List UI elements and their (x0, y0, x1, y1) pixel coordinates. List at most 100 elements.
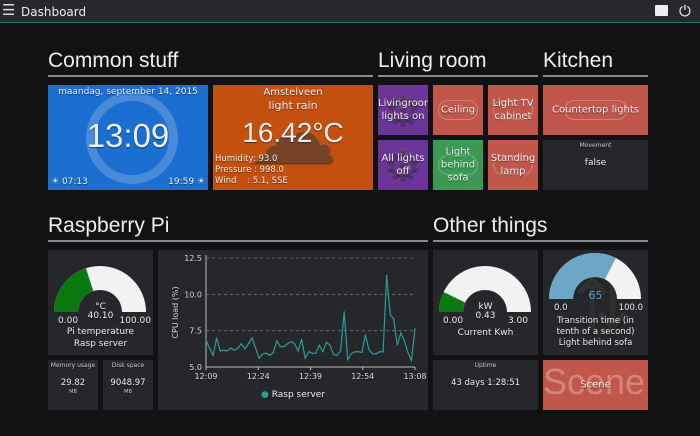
data-point (386, 274, 388, 277)
all-lights-off-button[interactable]: ⚙ All lights off (378, 140, 428, 190)
data-point (237, 347, 239, 349)
screen-icon[interactable] (655, 5, 668, 16)
gauge-max: 100.00 (119, 316, 152, 326)
disk-title: Disk space (111, 362, 145, 369)
hamburger-icon[interactable]: ☰ (2, 1, 16, 19)
data-point (336, 354, 338, 356)
data-point (230, 347, 232, 349)
standing-lamp-switch[interactable]: Standing lamp (488, 140, 538, 190)
legend-label[interactable]: Rasp server (271, 390, 326, 400)
section-kitchen: Kitchen (543, 49, 648, 77)
scene-button[interactable]: Scene Scene (543, 360, 648, 410)
data-point (293, 343, 296, 345)
weather-wind: : 5.1, SSE (247, 176, 288, 186)
clock-icon (86, 92, 178, 184)
data-point (265, 352, 267, 354)
transition-time-gauge[interactable]: ⇅ 65 0.0 100.0 Transition time (in tenth… (543, 250, 648, 355)
data-point (219, 350, 221, 352)
movement-tile: Movement false (543, 140, 648, 190)
weather-tile: ☁ Amstelveen light rain 16.42°C Humidity… (213, 85, 373, 190)
data-point (233, 349, 235, 351)
data-point (347, 359, 349, 361)
movement-title: Movement (579, 142, 612, 149)
gauge-value: 40.10 (87, 311, 114, 321)
data-point (240, 343, 243, 345)
gauge-label: Current Kwh (457, 328, 514, 338)
rain-cloud-icon: ☁ (248, 85, 338, 185)
gear-icon: ⚙ (384, 140, 422, 190)
series-line-rasp-server (205, 275, 416, 363)
gauge-sublabel: Rasp server (73, 339, 128, 349)
current-kwh-gauge: kW 0.43 0.00 3.00 Current Kwh (433, 250, 538, 355)
gauge-label: Transition time (in (557, 316, 634, 326)
data-point (410, 359, 413, 362)
gauge-max: 100.0 (618, 303, 643, 313)
data-point (223, 349, 225, 351)
data-point (332, 354, 335, 356)
pi-temperature-gauge: °C 40.10 0.00 100.00 Pi temperature Rasp… (48, 250, 153, 355)
data-point (254, 347, 257, 349)
x-tick-label: 13:08 (403, 372, 426, 381)
gauge-track (439, 266, 531, 312)
data-point (400, 332, 402, 334)
data-point (286, 343, 289, 345)
ceiling-switch[interactable]: Ceiling (433, 85, 483, 135)
data-point (343, 311, 345, 313)
data-point (258, 357, 260, 359)
data-point (308, 351, 310, 353)
data-point (272, 351, 274, 354)
light-tv-cabinet-switch[interactable]: Light TV cabinet (488, 85, 538, 135)
clock-date: maandag, september 14, 2015 (58, 87, 198, 97)
countertop-lights-switch[interactable]: Countertop lights (543, 85, 648, 135)
data-point (226, 350, 228, 352)
data-point (244, 348, 246, 350)
data-point (247, 343, 250, 345)
top-bar: ☰ Dashboard ⏻ (0, 0, 700, 23)
data-point (325, 341, 328, 343)
disk-value: 9048.97 (110, 378, 146, 388)
gauge-label-2: tenth of a second) (556, 327, 635, 337)
data-point (371, 353, 374, 355)
toggle-icon (493, 155, 533, 175)
legend-marker: ● (260, 390, 269, 400)
light-behind-sofa-switch[interactable]: Light behind sofa (433, 140, 483, 190)
data-point (414, 327, 416, 330)
uptime-value: 43 days 1:28:51 (450, 378, 521, 388)
data-point (354, 351, 356, 353)
power-icon[interactable]: ⏻ (679, 2, 691, 20)
memory-unit: MB (69, 389, 77, 395)
gauge-value: 65 (588, 289, 603, 302)
uptime-tile: Uptime 43 days 1:28:51 (433, 360, 538, 410)
data-point (297, 350, 299, 352)
weather-city: Amstelveen (263, 87, 323, 98)
memory-value: 29.82 (60, 378, 86, 388)
x-tick-label: 12:24 (247, 372, 270, 381)
data-point (311, 352, 313, 354)
data-point (216, 337, 218, 339)
chart-svg: 5.0 7.5 10.0 12.5 12:09 12:24 12:39 12:54 13:08 C… (171, 254, 427, 381)
data-point (269, 354, 271, 356)
data-point (396, 344, 398, 346)
gauge-min: 0.00 (58, 316, 79, 326)
toggle-icon (493, 100, 533, 120)
data-point (329, 344, 331, 346)
data-point (290, 340, 292, 343)
toggle-icon (438, 100, 478, 120)
section-raspberry-pi: Raspberry Pi (48, 214, 428, 242)
data-point (403, 340, 405, 342)
data-point (340, 350, 342, 352)
data-point (205, 339, 207, 341)
uptime-title: Uptime (474, 362, 497, 369)
gauge-unit: kW (478, 302, 493, 312)
weather-wind-label: Wind (215, 176, 237, 186)
gauge-fill (54, 268, 94, 312)
scene-watermark: Scene (543, 361, 646, 402)
data-point (368, 348, 370, 351)
y-axis-label: CPU load (%) (171, 286, 180, 338)
data-point (389, 314, 391, 316)
section-living-room: Living room (378, 49, 538, 77)
data-point (382, 351, 384, 353)
y-tick-label: 10.0 (184, 290, 202, 299)
x-tick-label: 12:39 (299, 372, 322, 381)
